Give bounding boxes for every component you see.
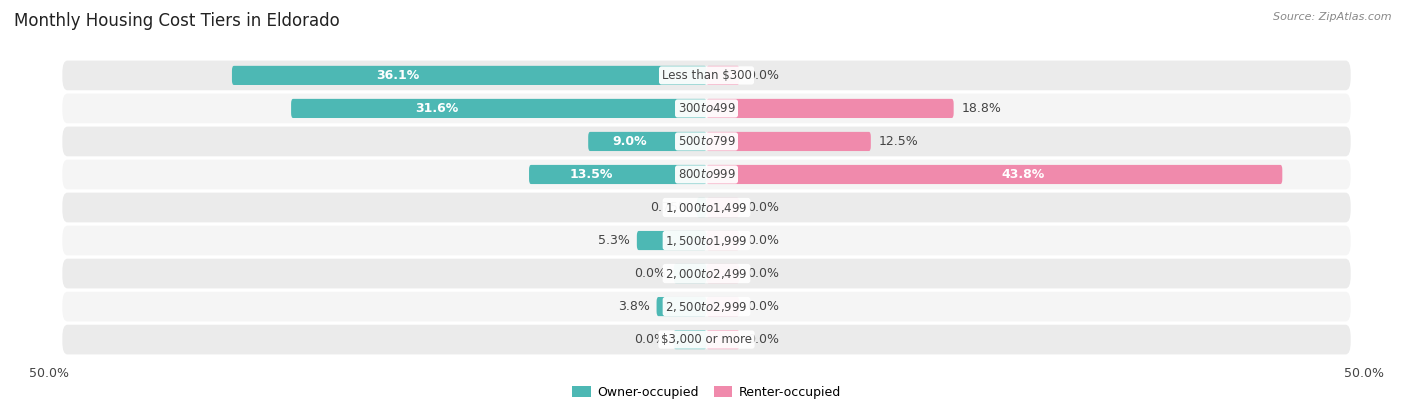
FancyBboxPatch shape <box>657 297 707 316</box>
Text: 18.8%: 18.8% <box>962 102 1001 115</box>
FancyBboxPatch shape <box>232 66 707 85</box>
Text: 0.0%: 0.0% <box>747 267 779 280</box>
Text: $800 to $999: $800 to $999 <box>678 168 735 181</box>
Text: $1,000 to $1,499: $1,000 to $1,499 <box>665 200 748 215</box>
FancyBboxPatch shape <box>529 165 707 184</box>
Text: 0.0%: 0.0% <box>634 333 666 346</box>
Text: $300 to $499: $300 to $499 <box>678 102 735 115</box>
Text: 12.5%: 12.5% <box>879 135 918 148</box>
Text: 9.0%: 9.0% <box>612 135 647 148</box>
FancyBboxPatch shape <box>62 292 1351 322</box>
FancyBboxPatch shape <box>707 132 870 151</box>
Text: 31.6%: 31.6% <box>415 102 458 115</box>
Text: Less than $300: Less than $300 <box>662 69 751 82</box>
FancyBboxPatch shape <box>707 297 740 316</box>
Text: $3,000 or more: $3,000 or more <box>661 333 752 346</box>
FancyBboxPatch shape <box>707 264 740 283</box>
Text: 13.5%: 13.5% <box>569 168 613 181</box>
Text: $2,000 to $2,499: $2,000 to $2,499 <box>665 266 748 281</box>
Text: $2,500 to $2,999: $2,500 to $2,999 <box>665 300 748 314</box>
FancyBboxPatch shape <box>707 231 740 250</box>
FancyBboxPatch shape <box>696 198 707 217</box>
FancyBboxPatch shape <box>62 325 1351 354</box>
Text: 0.75%: 0.75% <box>650 201 690 214</box>
Text: Source: ZipAtlas.com: Source: ZipAtlas.com <box>1274 12 1392 22</box>
FancyBboxPatch shape <box>707 165 1282 184</box>
FancyBboxPatch shape <box>62 93 1351 123</box>
FancyBboxPatch shape <box>637 231 707 250</box>
FancyBboxPatch shape <box>62 259 1351 288</box>
Text: 0.0%: 0.0% <box>747 201 779 214</box>
Text: 0.0%: 0.0% <box>747 300 779 313</box>
FancyBboxPatch shape <box>673 330 707 349</box>
FancyBboxPatch shape <box>707 99 953 118</box>
FancyBboxPatch shape <box>707 198 740 217</box>
FancyBboxPatch shape <box>62 160 1351 189</box>
Text: 43.8%: 43.8% <box>1001 168 1045 181</box>
FancyBboxPatch shape <box>62 226 1351 255</box>
FancyBboxPatch shape <box>707 66 740 85</box>
FancyBboxPatch shape <box>62 61 1351 90</box>
FancyBboxPatch shape <box>673 264 707 283</box>
Text: 0.0%: 0.0% <box>634 267 666 280</box>
Text: 0.0%: 0.0% <box>747 234 779 247</box>
Text: 36.1%: 36.1% <box>377 69 419 82</box>
FancyBboxPatch shape <box>62 193 1351 222</box>
FancyBboxPatch shape <box>62 127 1351 156</box>
FancyBboxPatch shape <box>588 132 707 151</box>
Text: Monthly Housing Cost Tiers in Eldorado: Monthly Housing Cost Tiers in Eldorado <box>14 12 340 30</box>
Text: $500 to $799: $500 to $799 <box>678 135 735 148</box>
Text: 0.0%: 0.0% <box>747 69 779 82</box>
Text: 5.3%: 5.3% <box>599 234 630 247</box>
Legend: Owner-occupied, Renter-occupied: Owner-occupied, Renter-occupied <box>567 381 846 404</box>
FancyBboxPatch shape <box>707 330 740 349</box>
FancyBboxPatch shape <box>291 99 707 118</box>
Text: 0.0%: 0.0% <box>747 333 779 346</box>
Text: 3.8%: 3.8% <box>619 300 650 313</box>
Text: $1,500 to $1,999: $1,500 to $1,999 <box>665 234 748 247</box>
